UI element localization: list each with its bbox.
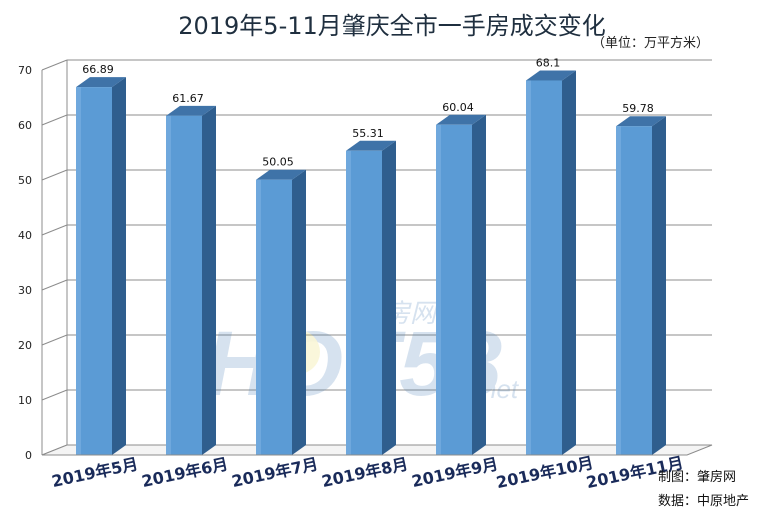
bar: 66.89 (76, 63, 126, 455)
bar-front (256, 179, 292, 455)
bar-front (166, 115, 202, 455)
data-label: 66.89 (82, 63, 114, 76)
bar-top (346, 140, 396, 151)
bar-top (166, 105, 216, 116)
bar-side (652, 116, 666, 456)
y-tick-label: 10 (18, 394, 32, 407)
grid-line-diag (41, 169, 68, 181)
grid-line-diag (41, 59, 68, 71)
credits: 制图：肇房网 数据：中原地产 (658, 466, 749, 514)
grid-line-diag (41, 279, 68, 291)
grid-line-diag (41, 389, 68, 401)
bar: 59.78 (616, 102, 666, 456)
bar: 68.1 (526, 56, 576, 455)
y-tick-label: 70 (18, 64, 32, 77)
y-axis: 0 10 20 30 40 50 60 70 (18, 60, 68, 462)
bar-highlight (616, 126, 621, 456)
x-tick-label: 2019年9月 (410, 454, 500, 491)
bar-top (616, 116, 666, 127)
bar-highlight (166, 115, 171, 455)
chart-title: 2019年5-11月肇庆全市一手房成交变化 (178, 12, 606, 40)
grid-line-diag (41, 334, 68, 346)
bar-top (256, 169, 306, 180)
bar: 61.67 (166, 92, 216, 455)
y-tick-label: 40 (18, 229, 32, 242)
credit-made-by: 制图：肇房网 (658, 470, 737, 485)
x-axis: 2019年5月 2019年6月 2019年7月 2019年8月 2019年9月2019年… (42, 453, 687, 492)
bars: 66.89 61.67 50.05 55.31 60.04 68.1 59.78 (76, 56, 666, 456)
bar-highlight (256, 179, 261, 455)
bar-side (202, 105, 216, 455)
data-label: 50.05 (262, 156, 294, 169)
bar-top (526, 70, 576, 81)
bar-top (436, 114, 486, 125)
y-tick-label: 50 (18, 174, 32, 187)
x-tick-label: 2019年10月 (495, 453, 596, 492)
y-tick-label: 30 (18, 284, 32, 297)
bar-side (472, 114, 486, 455)
y-tick-label: 0 (25, 449, 32, 462)
grid-line-diag (41, 114, 68, 126)
data-label: 68.1 (536, 56, 561, 69)
x-tick-label: 2019年8月 (320, 454, 410, 491)
bar-front (436, 124, 472, 455)
bar-highlight (76, 87, 81, 455)
data-label: 59.78 (622, 102, 654, 115)
bar-highlight (346, 150, 351, 456)
bar-front (76, 87, 112, 455)
x-tick-label: 2019年7月 (230, 454, 320, 491)
bar-side (292, 169, 306, 455)
credit-source: 数据：中原地产 (658, 494, 750, 509)
bar-highlight (436, 124, 441, 455)
bar-top (76, 77, 126, 88)
bar-front (526, 80, 562, 455)
bar-side (112, 77, 126, 455)
bar-front (346, 150, 382, 456)
data-label: 61.67 (172, 92, 204, 105)
bar: 50.05 (256, 156, 306, 455)
bar-side (562, 70, 576, 455)
y-tick-label: 60 (18, 119, 32, 132)
data-label: 60.04 (442, 101, 474, 114)
bar: 55.31 (346, 127, 396, 456)
bar-front (616, 126, 652, 456)
y-tick-label: 20 (18, 339, 32, 352)
data-label: 55.31 (352, 127, 384, 140)
chart-unit-label: （单位：万平方米） (592, 36, 710, 51)
x-tick-label: 2019年5月 (50, 454, 140, 491)
grid-line-diag (41, 224, 68, 236)
x-tick-label: 2019年6月 (140, 454, 230, 491)
bar: 60.04 (436, 101, 486, 455)
bar-highlight (526, 80, 531, 455)
bar-side (382, 140, 396, 456)
watermark-suffix: net (482, 374, 520, 404)
